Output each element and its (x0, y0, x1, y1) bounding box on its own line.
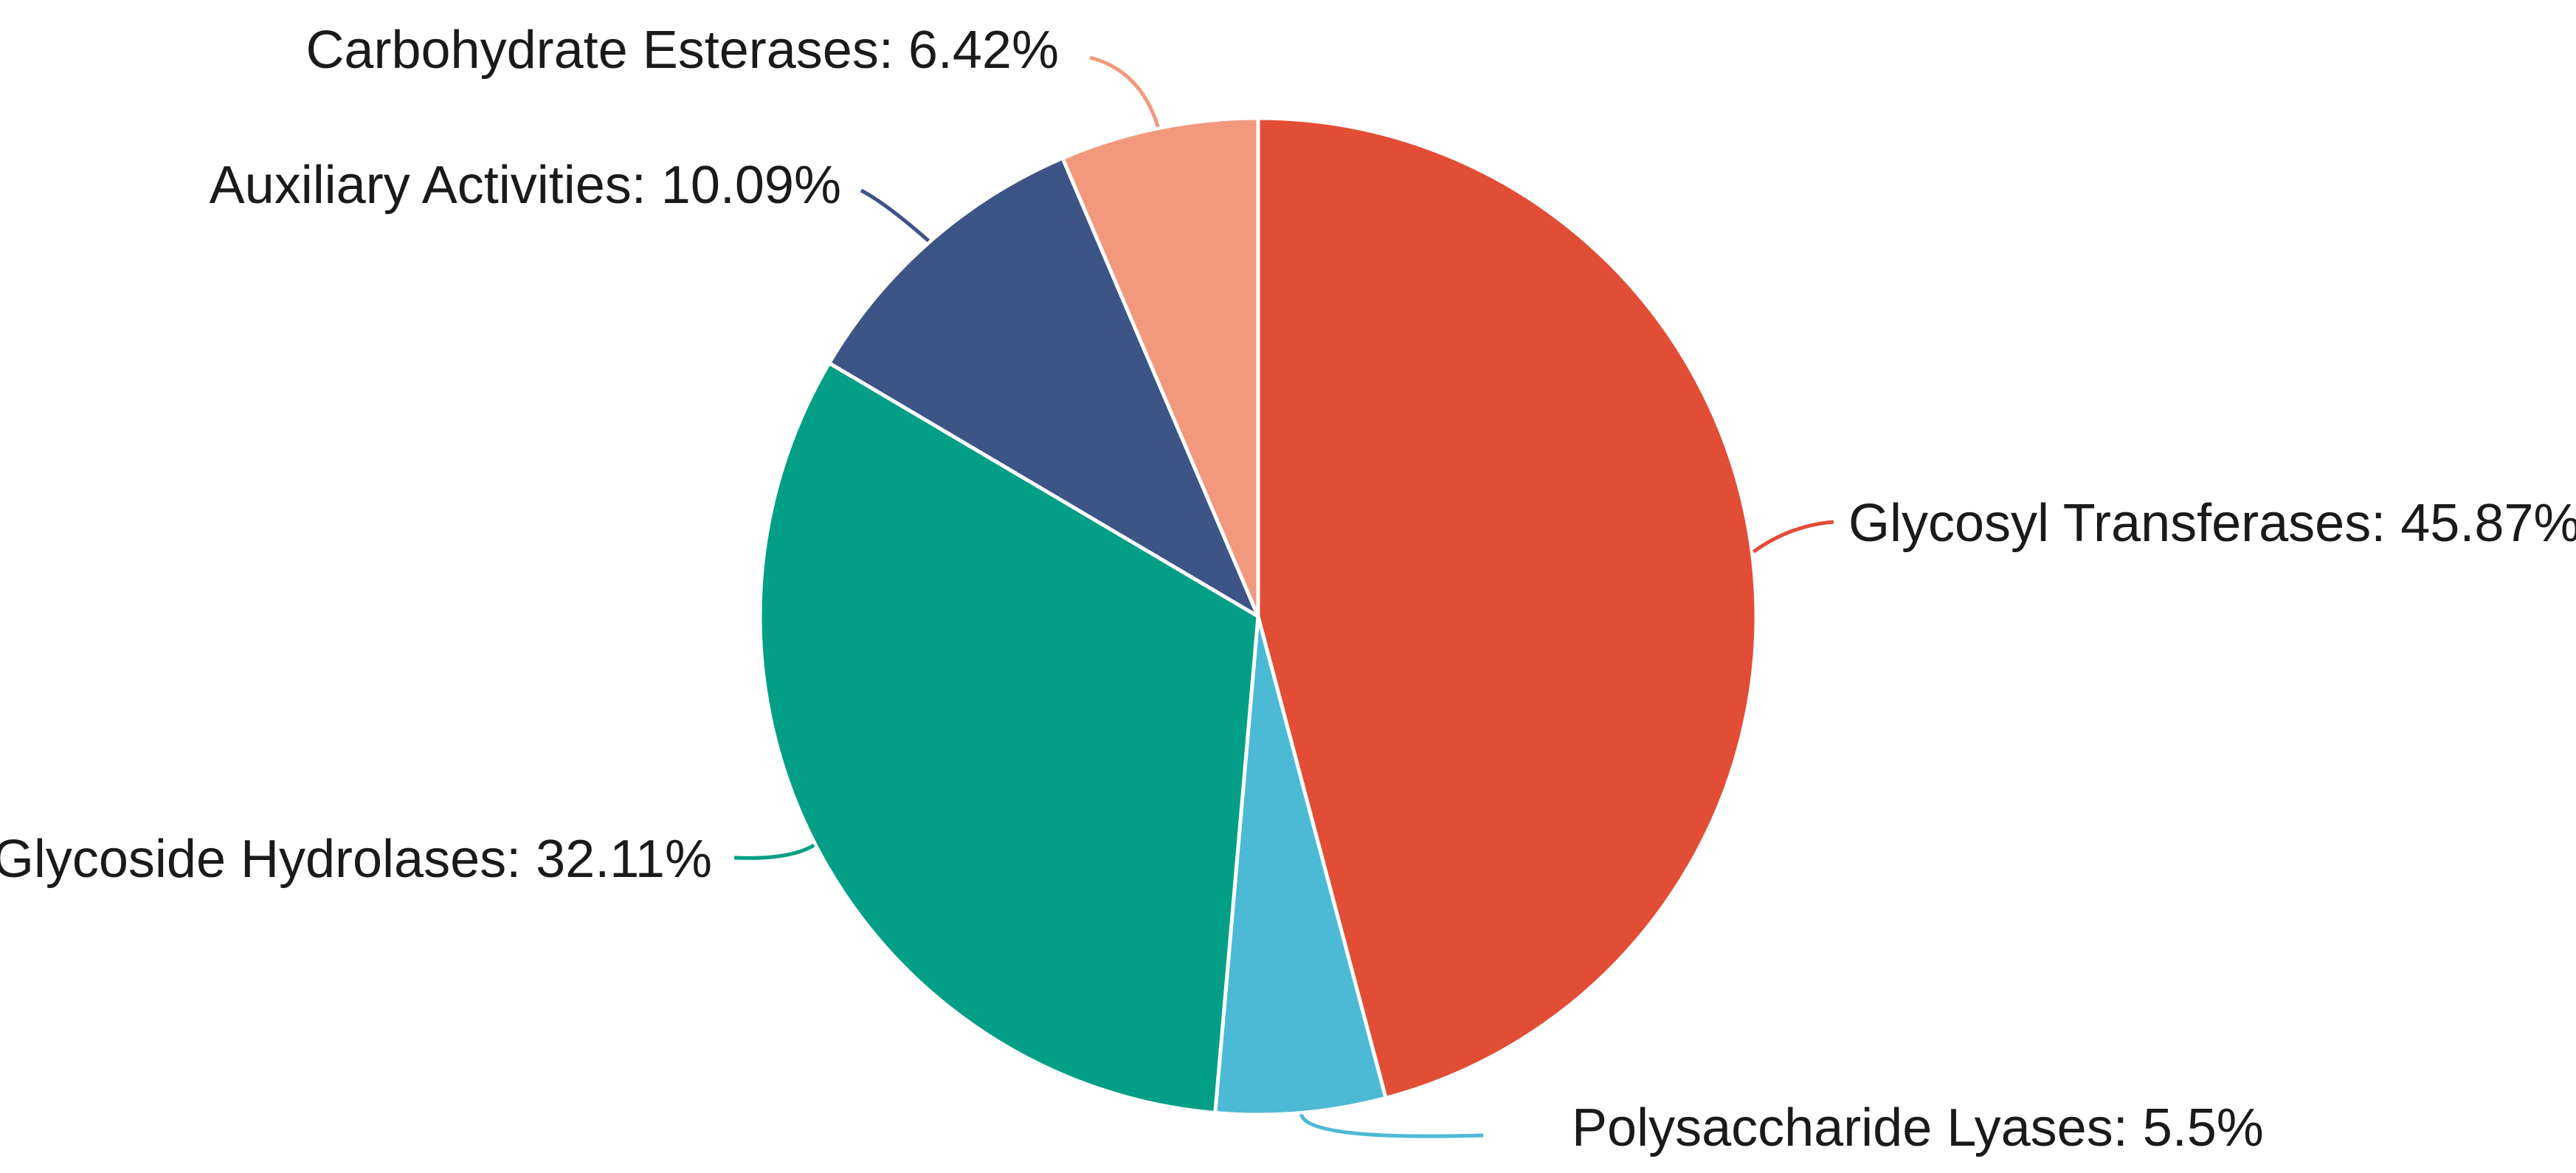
pie-slice-glycosyl-transferases (1256, 116, 1758, 1100)
slice-label-carbohydrate-esterases: Carbohydrate Esterases: 6.42% (305, 21, 1059, 80)
slice-label-auxiliary-activities: Auxiliary Activities: 10.09% (210, 156, 841, 215)
pie-slice-polysaccharide-lyases (1213, 614, 1388, 1117)
leader-line-carbohydrate-esterases (1089, 55, 1160, 128)
slices-layer (758, 116, 1758, 1117)
pie-slice-auxiliary-activities (827, 156, 1260, 619)
leader-line-glycosyl-transferases (1752, 520, 1834, 554)
labels-layer: Glycosyl Transferases: 45.87% Polysacchar… (0, 21, 2576, 1157)
pie-slice-carbohydrate-esterases (1060, 116, 1260, 619)
leader-lines-layer (733, 55, 1834, 1138)
slice-label-glycosyl-transferases: Glycosyl Transferases: 45.87% (1848, 494, 2576, 553)
pie-slice-glycoside-hydrolases (758, 361, 1260, 1115)
slice-label-glycoside-hydrolases: Glycoside Hydrolases: 32.11% (0, 830, 712, 889)
slice-label-polysaccharide-lyases: Polysaccharide Lyases: 5.5% (1572, 1098, 2264, 1157)
leader-line-glycoside-hydrolases (733, 843, 815, 860)
leader-line-auxiliary-activities (860, 188, 930, 243)
leader-line-polysaccharide-lyases (1299, 1113, 1484, 1138)
